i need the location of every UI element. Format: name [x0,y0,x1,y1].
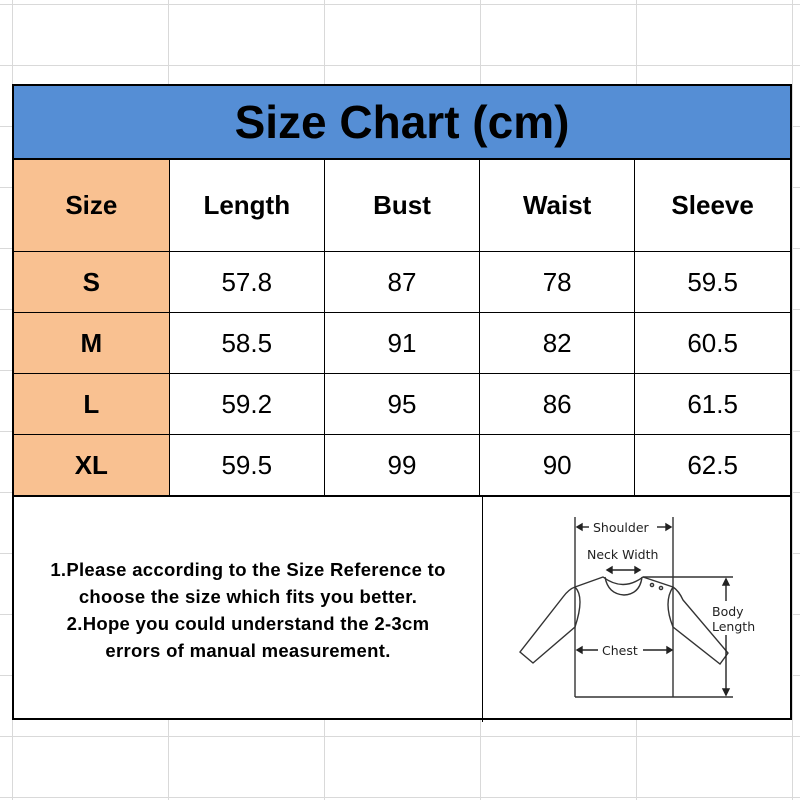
note-line: errors of manual measurement. [105,639,391,661]
cell-length: 59.2 [168,373,325,435]
cell-length: 59.5 [168,434,325,496]
cell-length: 58.5 [168,312,325,374]
cell-size: M [14,312,170,374]
bottom-section: 1.Please according to the Size Reference… [14,496,790,722]
header-row: Size Length Bust Waist Sleeve [14,159,790,252]
note-line: 1.Please according to the Size Reference… [50,558,446,580]
table-row: L 59.2 95 86 61.5 [14,373,790,435]
cell-waist: 78 [479,251,636,313]
header-waist: Waist [479,159,636,252]
cell-sleeve: 60.5 [634,312,790,374]
table-row: S 57.8 87 78 59.5 [14,251,790,313]
label-body: Body [712,604,744,619]
size-table: Size Length Bust Waist Sleeve S 57.8 87 … [14,159,790,496]
shirt-diagram-icon: Shoulder Neck Width Body Length Chest [519,517,755,698]
cell-size: L [14,373,170,435]
header-sleeve: Sleeve [634,159,790,252]
cell-waist: 90 [479,434,636,496]
cell-bust: 99 [323,434,481,496]
cell-bust: 95 [323,373,481,435]
header-bust: Bust [323,159,481,252]
label-shoulder: Shoulder [593,520,650,535]
measurement-diagram: Shoulder Neck Width Body Length Chest [483,497,790,722]
label-neck-width: Neck Width [587,547,658,562]
size-chart: Size Chart (cm) Size Length Bust Waist S… [12,84,792,722]
cell-length: 57.8 [168,251,325,313]
cell-waist: 86 [479,373,636,435]
table-row: XL 59.5 99 90 62.5 [14,434,790,496]
cell-waist: 82 [479,312,636,374]
cell-sleeve: 62.5 [634,434,790,496]
cell-size: S [14,251,170,313]
cell-size: XL [14,434,170,496]
label-length: Length [712,619,755,634]
cell-bust: 91 [323,312,481,374]
size-notes: 1.Please according to the Size Reference… [14,497,483,722]
note-line: choose the size which fits you better. [78,585,418,607]
header-size: Size [14,159,170,252]
chart-title: Size Chart (cm) [14,86,790,159]
cell-bust: 87 [323,251,481,313]
cell-sleeve: 59.5 [634,251,790,313]
table-row: M 58.5 91 82 60.5 [14,312,790,374]
cell-sleeve: 61.5 [634,373,790,435]
note-line: 2.Hope you could understand the 2-3cm [66,612,430,634]
header-length: Length [168,159,325,252]
label-chest: Chest [602,643,638,658]
